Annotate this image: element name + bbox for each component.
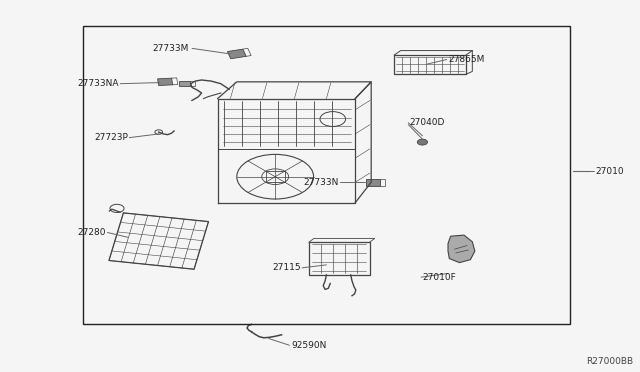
Text: 27733M: 27733M (152, 44, 189, 53)
Text: 27733N: 27733N (304, 178, 339, 187)
Bar (309, 242, 370, 275)
Polygon shape (227, 49, 246, 59)
Text: 92590N: 92590N (291, 341, 326, 350)
Polygon shape (448, 235, 475, 263)
Text: R27000BB: R27000BB (586, 357, 634, 366)
Polygon shape (366, 179, 380, 186)
Circle shape (417, 139, 428, 145)
Polygon shape (157, 78, 173, 86)
Bar (266, 171, 285, 182)
Text: 27010F: 27010F (422, 273, 456, 282)
Text: 27280: 27280 (77, 228, 106, 237)
Text: 27040D: 27040D (410, 118, 445, 127)
Text: 27733NA: 27733NA (77, 79, 118, 88)
Text: 27723P: 27723P (94, 133, 128, 142)
Bar (83, 26, 570, 324)
Bar (394, 55, 466, 74)
Polygon shape (179, 81, 190, 86)
Text: 27865M: 27865M (448, 55, 484, 64)
Text: 27115: 27115 (272, 263, 301, 272)
Text: 27010: 27010 (595, 167, 624, 176)
